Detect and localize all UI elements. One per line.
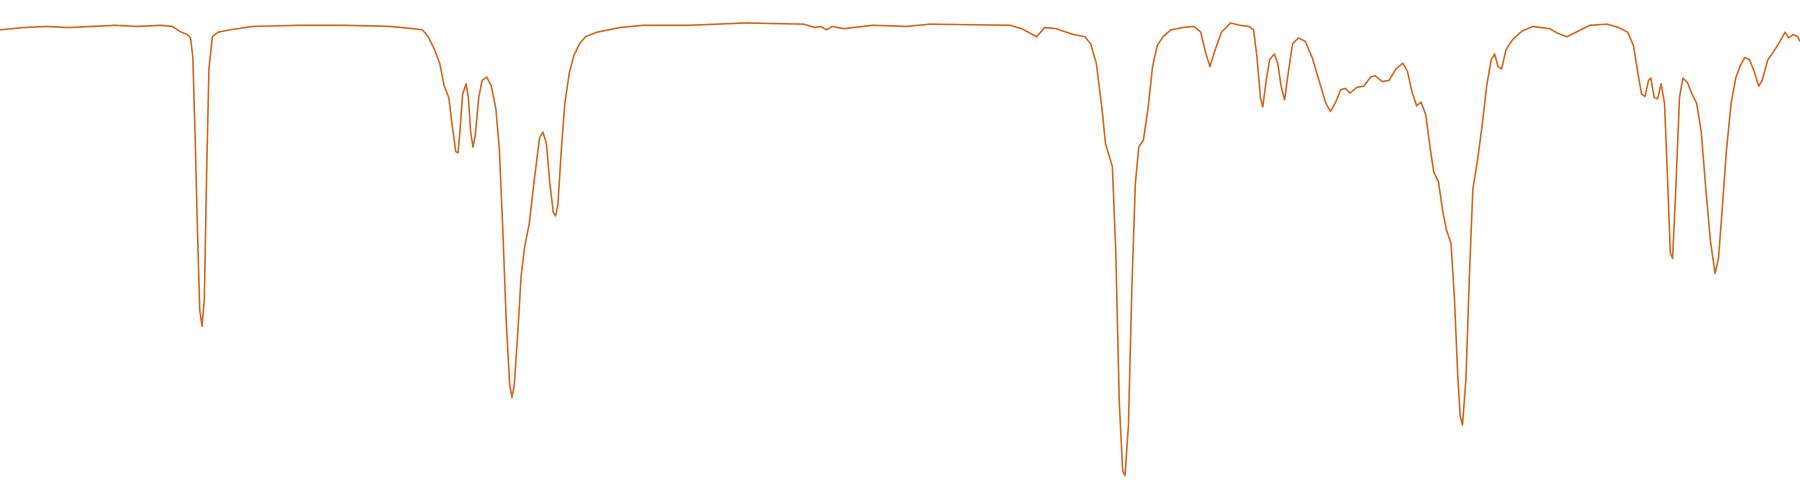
spectrum-line (0, 22, 1800, 477)
